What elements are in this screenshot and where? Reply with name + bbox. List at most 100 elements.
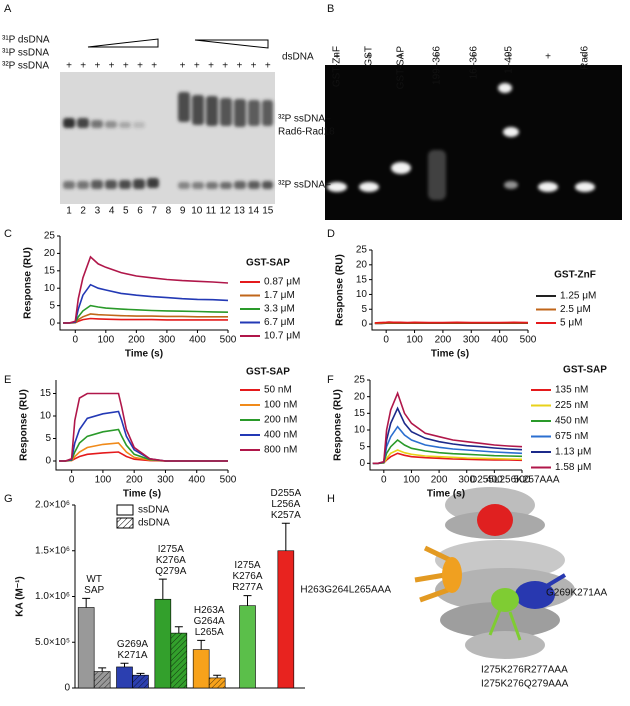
legend-title: GST-SAP bbox=[246, 367, 290, 378]
axis bbox=[59, 236, 228, 331]
series-line bbox=[374, 321, 529, 324]
x-axis-title: Time (s) bbox=[125, 349, 163, 360]
group-label: WT bbox=[86, 574, 102, 585]
plus: + bbox=[80, 61, 86, 72]
y-tick-label: 5 bbox=[49, 300, 55, 311]
legend-label: 800 nM bbox=[264, 445, 297, 456]
lane-number: 2 bbox=[80, 206, 86, 217]
plus: + bbox=[66, 61, 72, 72]
legend-label: 1.7 μM bbox=[264, 290, 295, 301]
lane-number: 9 bbox=[180, 206, 186, 217]
plus: + bbox=[366, 52, 372, 63]
group-label: K257A bbox=[271, 510, 301, 521]
y-tick-label: 0 bbox=[361, 319, 367, 330]
lane-label: 199–366 bbox=[432, 46, 443, 85]
legend-title: GST-SAP bbox=[246, 258, 290, 269]
plus: + bbox=[137, 61, 143, 72]
y-tick-label: 0 bbox=[45, 456, 51, 467]
axis bbox=[74, 505, 305, 689]
panel-letter: F bbox=[327, 374, 334, 386]
legend-label: 5 μM bbox=[560, 318, 582, 329]
bar-hatch bbox=[94, 671, 111, 688]
bar bbox=[154, 598, 172, 689]
group-label: G269A bbox=[117, 639, 148, 650]
lane-number: 1 bbox=[66, 206, 72, 217]
lane-number: 4 bbox=[109, 206, 115, 217]
legend-label: 135 nM bbox=[555, 385, 588, 396]
panel-letter: G bbox=[4, 493, 13, 505]
legend-label: 3.3 μM bbox=[264, 304, 295, 315]
y-axis-title: KA (M⁻¹) bbox=[15, 576, 26, 616]
y-tick-label: 15 bbox=[354, 408, 366, 419]
y-tick-label: 0 bbox=[359, 458, 365, 469]
lane-label: GST bbox=[364, 46, 375, 67]
legend-label: ssDNA bbox=[138, 505, 169, 516]
x-tick-label: 400 bbox=[486, 475, 503, 486]
plus: + bbox=[222, 61, 228, 72]
error-bar bbox=[197, 639, 206, 650]
error-bar bbox=[120, 662, 129, 667]
bar bbox=[116, 666, 133, 689]
x-tick-label: 300 bbox=[458, 475, 475, 486]
error-bar bbox=[158, 578, 167, 600]
plus: + bbox=[151, 61, 157, 72]
legend-label: 6.7 μM bbox=[264, 317, 295, 328]
x-tick-label: 0 bbox=[381, 475, 387, 486]
band-label: Rad6-Rad18 bbox=[278, 127, 335, 138]
x-tick-label: 300 bbox=[463, 335, 480, 346]
error-bar bbox=[82, 597, 91, 608]
residue-label: G269K271AA bbox=[546, 588, 607, 599]
x-axis-title: Time (s) bbox=[123, 489, 161, 500]
plus: + bbox=[334, 52, 340, 63]
x-tick-label: 200 bbox=[435, 335, 452, 346]
error-bar bbox=[174, 626, 183, 634]
band-label: ³²P ssDNA– bbox=[278, 180, 331, 191]
bar-hatch bbox=[209, 677, 226, 688]
bar bbox=[192, 649, 210, 689]
lane-number: 14 bbox=[248, 206, 260, 217]
residue-label: I275K276R277AAA bbox=[481, 665, 568, 676]
residue-label: I275K276Q279AAA bbox=[481, 679, 569, 690]
lane-number: 6 bbox=[137, 206, 143, 217]
bar bbox=[277, 550, 295, 689]
panel-letter: B bbox=[327, 3, 334, 15]
group-label: I275A bbox=[158, 544, 184, 555]
y-tick-label: 25 bbox=[354, 375, 366, 386]
residue-label: H263G264L265AAA bbox=[300, 585, 391, 596]
lane-number: 13 bbox=[234, 206, 246, 217]
series-line bbox=[59, 392, 228, 462]
legend-label: 200 nM bbox=[264, 415, 297, 426]
panel-letter: A bbox=[4, 3, 12, 15]
lane-number: 3 bbox=[95, 206, 101, 217]
group-label: K271A bbox=[117, 650, 147, 661]
x-tick-label: 400 bbox=[189, 335, 206, 346]
group-label: H263A bbox=[194, 605, 225, 616]
legend-title: GST-SAP bbox=[563, 365, 607, 376]
series-line bbox=[63, 304, 229, 324]
y-tick-label: 15 bbox=[40, 388, 52, 399]
x-tick-label: 0 bbox=[72, 335, 78, 346]
lane-number: 15 bbox=[262, 206, 274, 217]
bar-hatch bbox=[132, 675, 149, 688]
band-label: ³²P ssDNA– bbox=[278, 114, 331, 125]
row-label: ³¹P ssDNA bbox=[2, 48, 49, 59]
row-label: dsDNA bbox=[282, 52, 314, 63]
legend-label: 1.25 μM bbox=[560, 291, 596, 302]
lane-number: 8 bbox=[166, 206, 172, 217]
gradient-triangle bbox=[194, 39, 269, 49]
legend-label: 2.5 μM bbox=[560, 304, 591, 315]
y-tick-label: 1.5×10⁶ bbox=[35, 545, 70, 556]
error-bar bbox=[213, 674, 222, 678]
lane-label: GST-ZnF bbox=[332, 46, 343, 87]
group-label: L265A bbox=[195, 627, 224, 638]
x-tick-label: 100 bbox=[97, 335, 114, 346]
plus: + bbox=[194, 61, 200, 72]
y-tick-label: 10 bbox=[354, 425, 366, 436]
plus: + bbox=[180, 61, 186, 72]
x-tick-label: 200 bbox=[126, 475, 143, 486]
y-tick-label: 1.0×10⁶ bbox=[35, 591, 70, 602]
x-axis-title: Time (s) bbox=[431, 349, 469, 360]
group-label: I275A bbox=[234, 560, 260, 571]
plus: + bbox=[109, 61, 115, 72]
error-bar bbox=[98, 667, 107, 672]
